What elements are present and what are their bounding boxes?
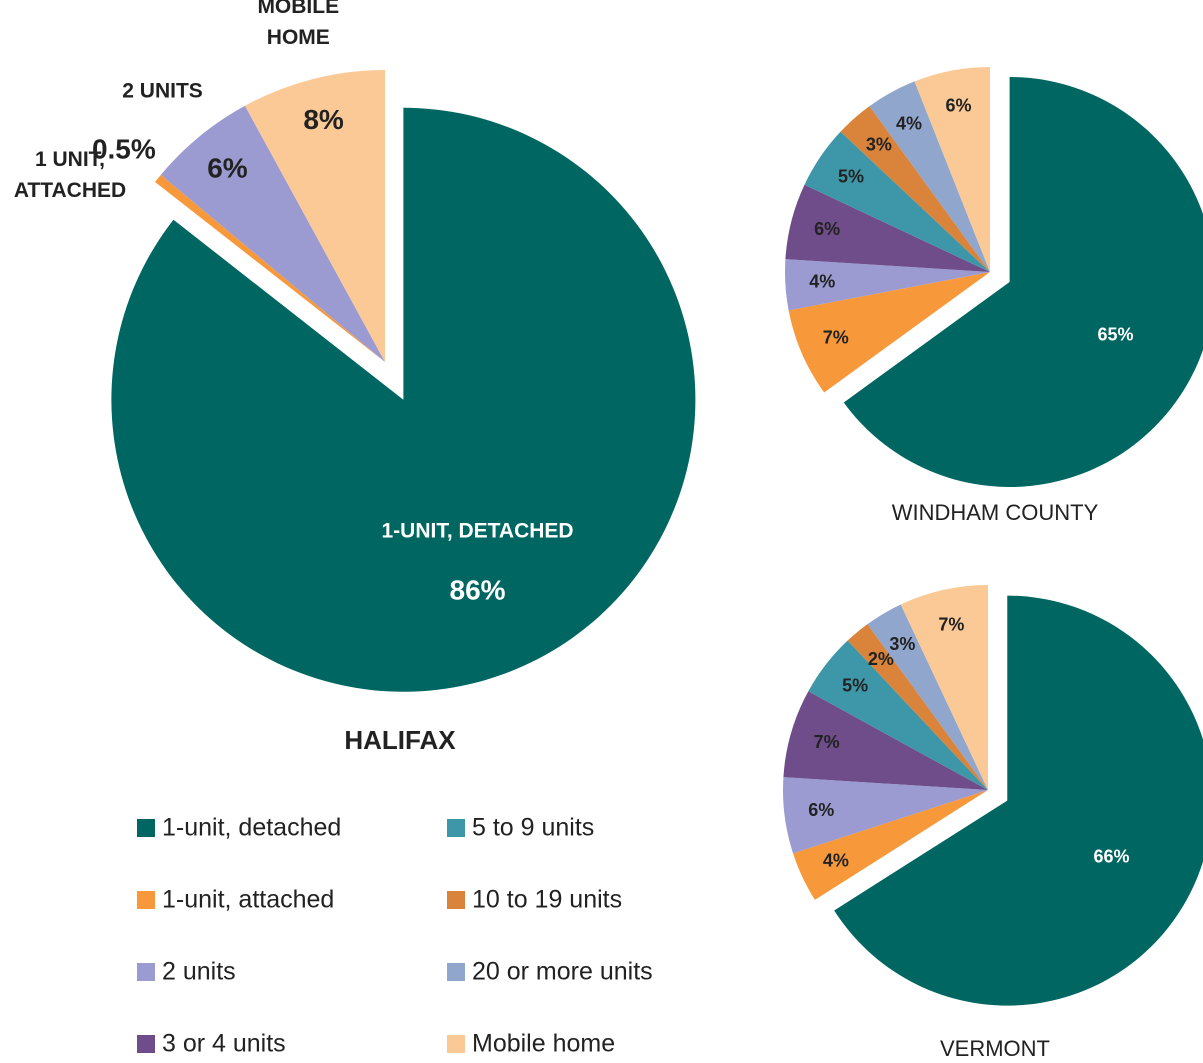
- pie-slice: [847, 624, 988, 790]
- pie-slice: [783, 777, 988, 854]
- legend-swatch: [447, 891, 465, 909]
- value-label: 7%: [938, 615, 964, 635]
- pie-slice: [914, 67, 990, 272]
- pie-slice: [869, 81, 990, 273]
- pie-slice: [840, 106, 990, 272]
- value-label: 4%: [823, 850, 849, 870]
- value-label: 5%: [842, 676, 868, 696]
- legend-swatch: [137, 1035, 155, 1053]
- value-label: 2%: [868, 649, 894, 669]
- legend-label: 1-unit, attached: [162, 886, 334, 914]
- value-label: 7%: [823, 328, 849, 348]
- slice-label: MOBILE HOME: [257, 0, 340, 50]
- pie-slice: [155, 174, 385, 362]
- pie-slice: [785, 184, 990, 272]
- value-label: 7%: [814, 732, 840, 752]
- legend-label: 5 to 9 units: [472, 814, 594, 842]
- value-label: 4%: [809, 271, 835, 291]
- legend-swatch: [137, 891, 155, 909]
- pie-slice: [900, 585, 988, 790]
- slice-label: 1 UNIT, ATTACHED: [13, 148, 127, 203]
- legend-label: 1-unit, detached: [162, 814, 341, 842]
- legend-swatch: [137, 963, 155, 981]
- value-label: 5%: [838, 166, 864, 186]
- value-label: 66%: [1093, 847, 1129, 867]
- pie-slice: [804, 131, 990, 272]
- legend-label: 3 or 4 units: [162, 1030, 286, 1058]
- pie-slice: [788, 272, 990, 393]
- pie-slice: [111, 107, 696, 692]
- value-label: 6%: [207, 153, 248, 184]
- pie-slice: [843, 76, 1203, 487]
- legend-swatch: [137, 819, 155, 837]
- value-label: 8%: [303, 104, 344, 135]
- value-label: 4%: [896, 113, 922, 133]
- legend-label: 20 or more units: [472, 958, 653, 986]
- pie-slice: [793, 790, 988, 900]
- legend-label: 10 to 19 units: [472, 886, 622, 914]
- value-label: 3%: [866, 135, 892, 155]
- legend-swatch: [447, 819, 465, 837]
- value-label: 3%: [889, 634, 915, 654]
- value-label: 65%: [1098, 325, 1134, 345]
- value-label: 6%: [945, 96, 971, 116]
- value-label: 6%: [814, 219, 840, 239]
- chart-title: WINDHAM COUNTY: [892, 500, 1099, 525]
- pie-slice: [244, 70, 385, 362]
- legend-label: Mobile home: [472, 1030, 615, 1058]
- pie-slice: [160, 105, 385, 363]
- value-label: 0.5%: [92, 133, 156, 164]
- pie-slice: [783, 691, 988, 790]
- legend-swatch: [447, 963, 465, 981]
- pie-slice: [867, 604, 988, 790]
- pie-slice: [834, 595, 1203, 1006]
- chart-title: HALIFAX: [344, 725, 456, 755]
- slice-label: 2 UNITS: [122, 79, 203, 103]
- pie-slice: [808, 640, 988, 790]
- pie-slice: [784, 259, 990, 311]
- slice-label: 1-UNIT, DETACHED: [381, 520, 573, 543]
- value-label: 6%: [808, 800, 834, 820]
- legend-swatch: [447, 1035, 465, 1053]
- chart-title: VERMONT: [940, 1036, 1050, 1061]
- legend-label: 2 units: [162, 958, 236, 986]
- value-label: 86%: [450, 574, 506, 605]
